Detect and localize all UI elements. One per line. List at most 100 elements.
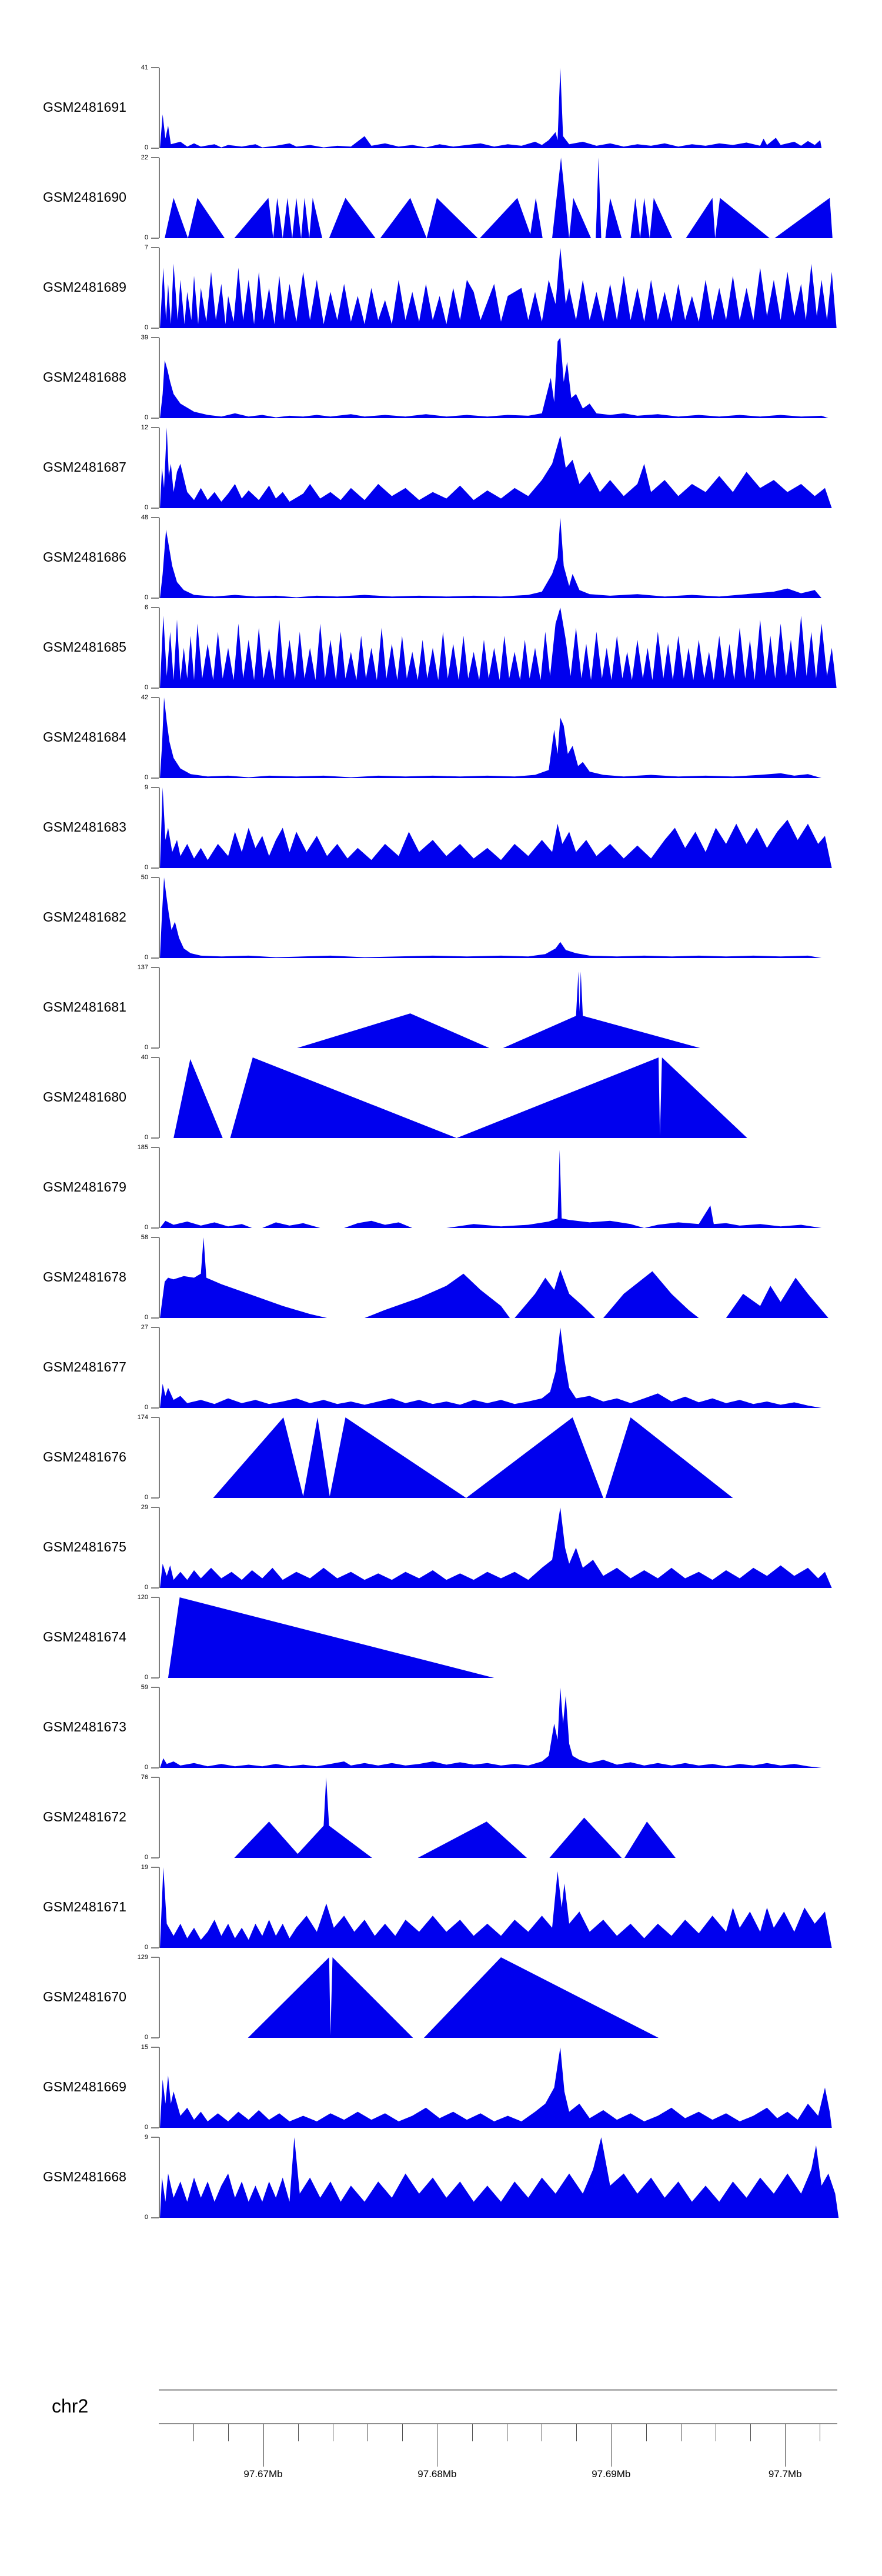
track-label: GSM2481683 — [43, 819, 126, 835]
track-ybase-label: 0 — [144, 504, 148, 511]
signal-polygon — [160, 1687, 822, 1768]
track-label: GSM2481686 — [43, 549, 126, 565]
track-row: GSM2481677 27 0 — [0, 1324, 882, 1411]
ruler-minor-tick — [298, 2424, 299, 2441]
yaxis-bottom-tick — [151, 1227, 159, 1229]
yaxis-bottom-tick — [151, 1947, 159, 1948]
track-row: GSM2481681 137 0 — [0, 965, 882, 1051]
yaxis-top-tick — [151, 1147, 159, 1148]
yaxis-top-tick — [151, 787, 159, 788]
yaxis-bottom-tick — [151, 1137, 159, 1139]
track-row: GSM2481676 174 0 — [0, 1414, 882, 1501]
track-row: GSM2481671 19 0 — [0, 1864, 882, 1951]
signal-polygon — [160, 698, 822, 778]
track-plot-area — [151, 877, 842, 959]
track-row: GSM2481685 6 0 — [0, 604, 882, 691]
signal-area — [160, 248, 837, 328]
yaxis-bottom-tick — [151, 148, 159, 149]
track-row: GSM2481687 12 0 — [0, 425, 882, 511]
track-row: GSM2481686 48 0 — [0, 515, 882, 601]
track-ybase-label: 0 — [144, 1494, 148, 1501]
yaxis-bottom-tick — [151, 1497, 159, 1499]
signal-area — [160, 2137, 839, 2218]
ruler-tick-label: 97.7Mb — [768, 2468, 802, 2480]
signal-polygon — [160, 1057, 842, 1138]
signal-polygon — [160, 971, 842, 1048]
track-row: GSM2481691 41 0 — [0, 64, 882, 151]
track-row: GSM2481683 9 0 — [0, 784, 882, 871]
track-plot-area — [151, 697, 842, 779]
track-label: GSM2481680 — [43, 1089, 126, 1105]
signal-area — [160, 1150, 822, 1228]
yaxis-bottom-tick — [151, 688, 159, 689]
signal-polygon — [160, 1597, 842, 1678]
yaxis-top-tick — [151, 1327, 159, 1328]
track-ymax-label: 40 — [141, 1054, 148, 1061]
track-plot-area — [151, 247, 842, 329]
yaxis-top-tick — [151, 2137, 159, 2138]
track-plot-area — [151, 517, 842, 599]
ruler-major-tick — [785, 2424, 786, 2467]
track-plot-area — [151, 1597, 842, 1679]
track-row: GSM2481679 185 0 — [0, 1144, 882, 1231]
track-ymax-label: 9 — [144, 784, 148, 791]
track-plot-area — [151, 787, 842, 869]
track-plot-area — [151, 967, 842, 1049]
track-ymax-label: 41 — [141, 64, 148, 71]
track-label: GSM2481668 — [43, 2168, 126, 2184]
signal-polygon — [160, 2047, 832, 2128]
signal-area — [160, 698, 822, 778]
ruler-axis-line — [159, 2423, 837, 2424]
track-label: GSM2481671 — [43, 1898, 126, 1914]
signal-area — [160, 1777, 842, 1858]
track-ybase-label: 0 — [144, 1764, 148, 1771]
signal-area — [160, 68, 822, 148]
signal-polygon — [160, 248, 837, 328]
track-ymax-label: 19 — [141, 1864, 148, 1871]
signal-polygon — [160, 158, 833, 238]
track-row: GSM2481684 42 0 — [0, 695, 882, 781]
track-ymax-label: 174 — [137, 1414, 148, 1421]
yaxis-top-tick — [151, 877, 159, 878]
track-plot-area — [151, 1327, 842, 1409]
track-label: GSM2481690 — [43, 189, 126, 205]
track-plot-area — [151, 427, 842, 509]
track-plot-area — [151, 1957, 842, 2038]
ruler-major-tick — [263, 2424, 264, 2467]
ruler-top-line — [159, 2389, 837, 2391]
track-row: GSM2481675 29 0 — [0, 1504, 882, 1591]
track-plot-area — [151, 1057, 842, 1139]
signal-area — [160, 1597, 842, 1678]
track-label: GSM2481670 — [43, 1988, 126, 2004]
track-ymax-label: 6 — [144, 604, 148, 611]
track-plot-area — [151, 607, 842, 689]
yaxis-bottom-tick — [151, 508, 159, 509]
track-ybase-label: 0 — [144, 1674, 148, 1681]
signal-polygon — [160, 608, 837, 688]
track-ybase-label: 0 — [144, 684, 148, 691]
track-plot-area — [151, 1237, 842, 1319]
ruler-major-tick — [611, 2424, 612, 2467]
track-ybase-label: 0 — [144, 1224, 148, 1231]
ruler-tick-label: 97.68Mb — [417, 2468, 457, 2480]
track-plot-area — [151, 1147, 842, 1229]
signal-area — [160, 1867, 832, 1948]
track-label: GSM2481691 — [43, 99, 126, 115]
track-ymax-label: 22 — [141, 154, 148, 161]
yaxis-top-tick — [151, 1867, 159, 1868]
track-plot-area — [151, 1417, 842, 1499]
track-ybase-label: 0 — [144, 2034, 148, 2041]
track-ybase-label: 0 — [144, 774, 148, 781]
track-row: GSM2481688 39 0 — [0, 335, 882, 421]
track-label: GSM2481674 — [43, 1629, 126, 1644]
track-ybase-label: 0 — [144, 954, 148, 961]
track-row: GSM2481678 58 0 — [0, 1234, 882, 1321]
track-label: GSM2481679 — [43, 1179, 126, 1194]
yaxis-bottom-tick — [151, 1047, 159, 1049]
signal-polygon — [160, 428, 832, 508]
yaxis-bottom-tick — [151, 2037, 159, 2038]
track-plot-area — [151, 337, 842, 419]
track-row: GSM2481690 22 0 — [0, 154, 882, 241]
signal-area — [160, 1057, 842, 1138]
track-row: GSM2481668 9 0 — [0, 2134, 882, 2221]
